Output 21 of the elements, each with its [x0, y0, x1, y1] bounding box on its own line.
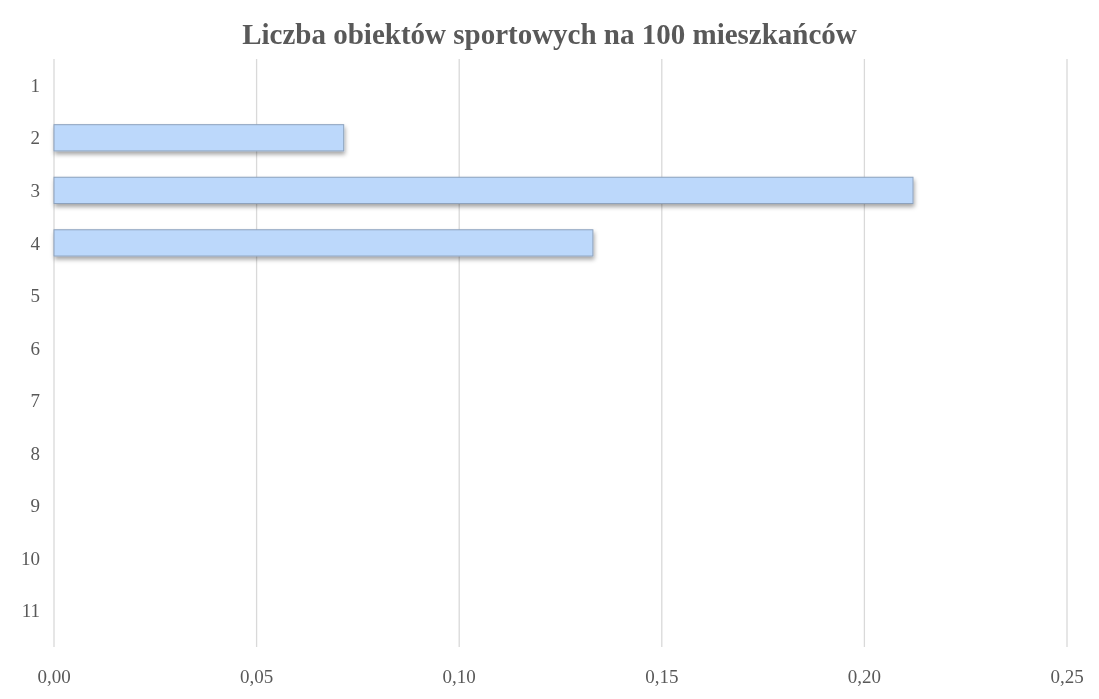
x-tick-label: 0,00: [37, 666, 71, 687]
y-tick-label: 8: [30, 442, 40, 464]
y-tick-label: 5: [30, 285, 40, 307]
chart-title: Liczba obiektów sportowych na 100 mieszkańców: [242, 18, 857, 50]
y-tick-label: 3: [30, 180, 40, 202]
y-tick-label: 10: [21, 547, 40, 569]
y-tick-label: 6: [30, 337, 40, 359]
x-tick-label: 0,25: [1050, 666, 1084, 687]
y-tick-label: 7: [30, 390, 40, 412]
y-tick-label: 4: [30, 232, 41, 254]
x-tick-label: 0,15: [645, 666, 679, 687]
y-tick-label: 2: [30, 127, 40, 149]
bar: [53, 124, 345, 152]
bar: [53, 176, 914, 204]
bar: [53, 229, 594, 257]
x-tick-label: 0,05: [239, 666, 274, 687]
x-tick-label: 0,10: [442, 666, 476, 687]
y-tick-label: 9: [30, 495, 40, 517]
y-tick-label: 1: [30, 74, 40, 96]
x-tick-label: 0,20: [847, 666, 882, 687]
y-tick-label: 11: [21, 600, 40, 622]
